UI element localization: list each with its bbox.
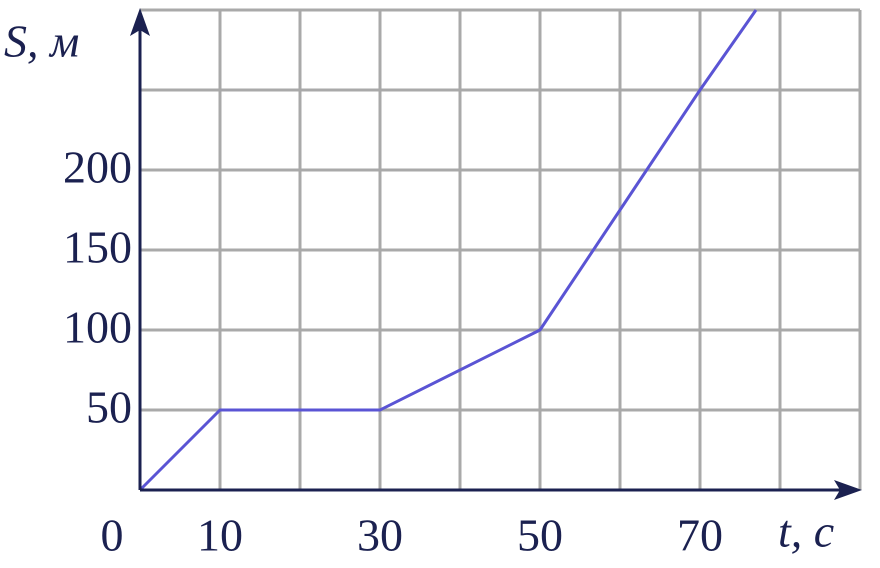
y-axis-label: S, м [4, 16, 79, 67]
y-tick-label: 100 [63, 302, 132, 353]
x-tick-label: 0 [101, 510, 124, 561]
y-axis-arrow [130, 8, 150, 36]
x-tick-label: 30 [357, 510, 403, 561]
y-tick-label: 50 [86, 382, 132, 433]
x-axis-arrow [834, 480, 862, 500]
x-tick-label: 50 [517, 510, 563, 561]
x-tick-label: 10 [197, 510, 243, 561]
y-tick-label: 150 [63, 222, 132, 273]
y-tick-label: 200 [63, 142, 132, 193]
data-line [138, 9, 758, 492]
x-axis-label: t, с [778, 506, 834, 557]
x-tick-label: 70 [677, 510, 723, 561]
